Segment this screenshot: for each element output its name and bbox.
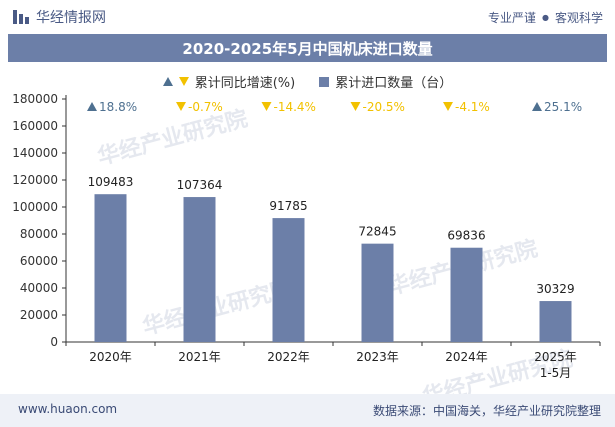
x-tick-label: 2024年 [445, 350, 488, 364]
growth-label: -20.5% [363, 100, 405, 114]
tagline-right: 客观科学 [554, 11, 603, 25]
legend-label-imports: 累计进口数量（台） [335, 76, 453, 91]
bar-value-label: 69836 [447, 229, 485, 243]
y-tick-label: 20000 [20, 308, 58, 322]
growth-down-marker [350, 102, 361, 111]
y-tick-label: 40000 [20, 281, 58, 295]
legend-item-growth: 累计同比增速(%) [162, 72, 296, 91]
x-tick-label: 2020年 [89, 350, 132, 364]
y-tick-label: 0 [50, 335, 58, 349]
brand-logo-icon [13, 10, 29, 24]
bar [94, 194, 127, 342]
bar-value-label: 91785 [269, 199, 307, 213]
growth-label: -14.4% [274, 100, 316, 114]
bar [361, 243, 394, 342]
footer-site: www.huaon.com [18, 402, 118, 416]
footer: www.huaon.com 数据来源：中国海关，华经产业研究院整理 [0, 394, 615, 427]
legend-item-imports: 累计进口数量（台） [319, 72, 452, 91]
tagline-left: 专业严谨 [487, 11, 536, 25]
y-tick-label: 80000 [20, 227, 58, 241]
bar [272, 218, 305, 342]
growth-label: -4.1% [455, 100, 490, 114]
triangle-down-icon [178, 77, 189, 86]
y-tick-label: 100000 [12, 200, 58, 214]
chart-title-bar: 2020-2025年5月中国机床进口数量 [8, 34, 607, 62]
dot-icon: ● [542, 13, 549, 22]
y-tick-label: 120000 [12, 173, 58, 187]
top-bar: 华经情报网 专业严谨 ● 客观科学 [0, 0, 615, 34]
bar-swatch-icon [319, 76, 330, 87]
brand-name: 华经情报网 [36, 10, 106, 26]
brand: 华经情报网 [12, 7, 106, 27]
bar [539, 301, 572, 342]
chart-legend: 累计同比增速(%) 累计进口数量（台） [0, 72, 615, 91]
growth-down-marker [176, 102, 186, 111]
y-tick-label: 60000 [20, 254, 58, 268]
y-tick-label: 140000 [12, 146, 58, 160]
x-tick-label: 2023年 [356, 350, 399, 364]
triangle-up-icon [162, 77, 173, 86]
tagline: 专业严谨 ● 客观科学 [488, 9, 603, 26]
growth-up-marker [87, 102, 97, 111]
bar [183, 197, 216, 342]
x-tick-label: 2021年 [178, 350, 221, 364]
growth-down-marker [443, 102, 453, 111]
x-tick-label: 2022年 [267, 350, 310, 364]
y-tick-label: 160000 [12, 119, 58, 133]
growth-down-marker [261, 102, 272, 111]
legend-label-growth: 累计同比增速(%) [194, 76, 296, 91]
y-tick-label: 180000 [12, 92, 58, 106]
growth-up-marker [532, 102, 542, 111]
growth-label: 25.1% [544, 100, 582, 114]
footer-source: 数据来源：中国海关，华经产业研究院整理 [372, 404, 601, 418]
bar-value-label: 30329 [536, 282, 574, 296]
chart-title: 2020-2025年5月中国机床进口数量 [182, 39, 433, 58]
bar [450, 247, 483, 342]
growth-label: 18.8% [99, 100, 137, 114]
growth-label: -0.7% [188, 100, 223, 114]
bar-value-label: 107364 [177, 178, 223, 192]
x-tick-label: 1-5月 [540, 366, 572, 380]
bar-value-label: 72845 [358, 225, 396, 239]
x-tick-label: 2025年 [534, 350, 577, 364]
chart-area: 0 20000 40000 60000 80000 100000 120000 140000 1… [12, 92, 601, 380]
bar-value-label: 109483 [88, 175, 134, 189]
